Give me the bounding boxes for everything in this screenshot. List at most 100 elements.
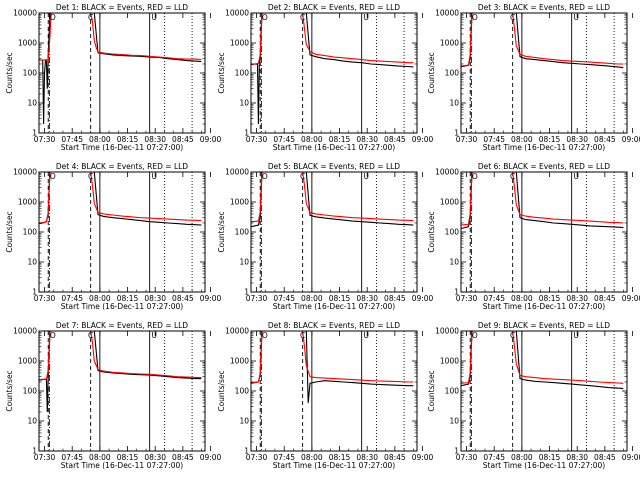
plot-frame (38, 330, 206, 452)
plot-frame (250, 171, 418, 293)
y-tick-label: 100 (235, 228, 250, 237)
x-tick-label: 07:30 (246, 135, 268, 144)
legend-mark: O (472, 13, 478, 22)
x-tick-label: 07:30 (34, 294, 56, 303)
events-series-line (461, 172, 624, 230)
x-tick-label: 08:15 (117, 135, 139, 144)
legend-mark: O (50, 172, 56, 181)
x-tick-label: 09:00 (200, 453, 222, 462)
x-tick-label: 09:00 (200, 294, 222, 303)
x-axis-label: Start Time (16-Dec-11 07:27:00) (483, 143, 605, 152)
x-tick-label: 08:00 (511, 294, 533, 303)
lld-series-line (39, 331, 202, 381)
legend-mark: U (152, 13, 158, 22)
chart-title: Det 9: BLACK = Events, RED = LLD (478, 321, 610, 330)
legend-mark: O (50, 331, 56, 340)
x-tick-label: 07:45 (483, 294, 505, 303)
x-tick-label: 08:00 (511, 453, 533, 462)
x-tick-label: 08:15 (539, 453, 561, 462)
x-tick-label: 08:30 (144, 453, 166, 462)
chart-title: Det 4: BLACK = Events, RED = LLD (56, 162, 188, 171)
y-tick-label: 1 (454, 447, 459, 456)
y-tick-label: 10 (449, 417, 459, 426)
legend-mark: C (88, 13, 93, 22)
y-tick-label: 1 (32, 129, 37, 138)
legend-mark: U (364, 13, 370, 22)
y-tick-label: 1000 (230, 198, 249, 207)
x-axis-label: Start Time (16-Dec-11 07:27:00) (273, 461, 395, 470)
legend-mark: O (50, 13, 56, 22)
y-axis-label: Counts/sec (217, 211, 226, 252)
x-tick-label: 09:00 (412, 294, 434, 303)
y-tick-label: 10 (239, 99, 249, 108)
x-tick-label: 07:30 (246, 294, 268, 303)
legend-mark: O (472, 331, 478, 340)
y-tick-label: 1 (244, 129, 249, 138)
x-tick-label: 08:30 (566, 135, 588, 144)
x-tick-label: 08:45 (172, 453, 194, 462)
chart-title: Det 5: BLACK = Events, RED = LLD (268, 162, 400, 171)
x-tick-label: 07:30 (456, 294, 478, 303)
plot-frame (38, 171, 206, 293)
x-tick-label: 09:00 (622, 294, 640, 303)
chart-panel-6: Det 6: BLACK = Events, RED = LLD 1 10 100 10… (427, 162, 640, 311)
y-tick-label: 10 (239, 258, 249, 267)
x-tick-label: 08:00 (301, 453, 323, 462)
lld-series-line (461, 172, 624, 226)
chart-panel-3: Det 3: BLACK = Events, RED = LLD 1 10 100 10… (427, 3, 640, 152)
chart-panel-7: Det 7: BLACK = Events, RED = LLD 1 10 100 10… (5, 321, 222, 470)
legend-mark: C (300, 13, 305, 22)
chart-title: Det 3: BLACK = Events, RED = LLD (478, 3, 610, 12)
x-tick-label: 08:30 (356, 135, 378, 144)
legend-mark: C (88, 172, 93, 181)
events-series-line (39, 13, 202, 125)
x-tick-label: 07:45 (273, 453, 295, 462)
x-tick-label: 07:45 (61, 135, 83, 144)
x-tick-label: 09:00 (412, 453, 434, 462)
x-tick-label: 09:00 (200, 135, 222, 144)
x-tick-label: 08:30 (356, 453, 378, 462)
lld-series-line (461, 13, 624, 67)
y-tick-label: 100 (23, 69, 38, 78)
x-tick-label: 08:15 (539, 294, 561, 303)
y-axis-label: Counts/sec (5, 370, 14, 411)
legend-mark: O (262, 331, 268, 340)
x-axis-label: Start Time (16-Dec-11 07:27:00) (61, 461, 183, 470)
y-tick-label: 100 (23, 228, 38, 237)
chart-title: Det 7: BLACK = Events, RED = LLD (56, 321, 188, 330)
x-tick-label: 08:30 (566, 453, 588, 462)
x-tick-label: 07:45 (61, 294, 83, 303)
y-axis-label: Counts/sec (427, 52, 436, 93)
legend-mark: C (300, 172, 305, 181)
x-tick-label: 08:45 (172, 294, 194, 303)
x-tick-label: 08:45 (594, 453, 616, 462)
x-tick-label: 08:15 (329, 294, 351, 303)
x-tick-label: 08:00 (301, 294, 323, 303)
chart-panel-4: Det 4: BLACK = Events, RED = LLD 1 10 100 10… (5, 162, 222, 311)
plot-frame (250, 330, 418, 452)
chart-panel-8: Det 8: BLACK = Events, RED = LLD 1 10 100 10… (217, 321, 434, 470)
chart-title: Det 8: BLACK = Events, RED = LLD (268, 321, 400, 330)
plot-frame (460, 171, 628, 293)
y-tick-label: 1000 (230, 39, 249, 48)
x-tick-label: 08:00 (89, 294, 111, 303)
x-tick-label: 08:45 (594, 135, 616, 144)
y-axis-label: Counts/sec (427, 370, 436, 411)
y-tick-label: 1000 (18, 357, 37, 366)
x-tick-label: 08:30 (566, 294, 588, 303)
y-tick-label: 10 (239, 417, 249, 426)
y-tick-label: 10000 (225, 9, 249, 18)
legend-mark: U (364, 331, 370, 340)
x-tick-label: 07:30 (246, 453, 268, 462)
x-tick-label: 08:00 (89, 453, 111, 462)
x-tick-label: 08:15 (329, 135, 351, 144)
plot-frame (250, 12, 418, 134)
x-tick-label: 07:30 (456, 453, 478, 462)
chart-panel-2: Det 2: BLACK = Events, RED = LLD 1 10 100 10… (217, 3, 434, 152)
y-tick-label: 100 (235, 387, 250, 396)
y-tick-label: 1000 (18, 198, 37, 207)
events-series-line (39, 331, 202, 413)
x-tick-label: 08:00 (301, 135, 323, 144)
x-tick-label: 08:45 (172, 135, 194, 144)
y-tick-label: 10000 (435, 168, 459, 177)
